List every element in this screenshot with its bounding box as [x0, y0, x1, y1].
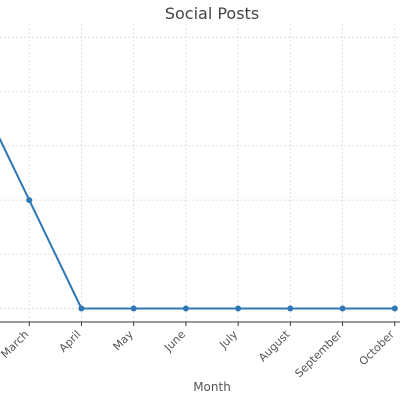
x-tick-label: July — [216, 328, 240, 352]
x-tick-label: April — [57, 328, 84, 355]
x-tick-label: September — [292, 328, 345, 381]
data-point — [26, 197, 33, 204]
x-tick-label: May — [111, 328, 137, 354]
x-axis: March April May June July August September Octo… — [0, 321, 400, 381]
chart-title: Social Posts — [165, 4, 259, 23]
x-tick-label: October — [357, 328, 398, 369]
x-tick-label: August — [256, 327, 293, 364]
data-point — [339, 305, 346, 312]
grid — [0, 24, 400, 322]
data-point — [182, 305, 189, 312]
data-point — [78, 305, 85, 312]
data-point — [235, 305, 242, 312]
x-tick-label: March — [0, 328, 31, 361]
data-point — [391, 305, 398, 312]
series — [0, 137, 398, 312]
x-tick-label: June — [161, 328, 188, 355]
data-point — [287, 305, 294, 312]
x-axis-label: Month — [193, 380, 231, 394]
data-point — [130, 305, 137, 312]
